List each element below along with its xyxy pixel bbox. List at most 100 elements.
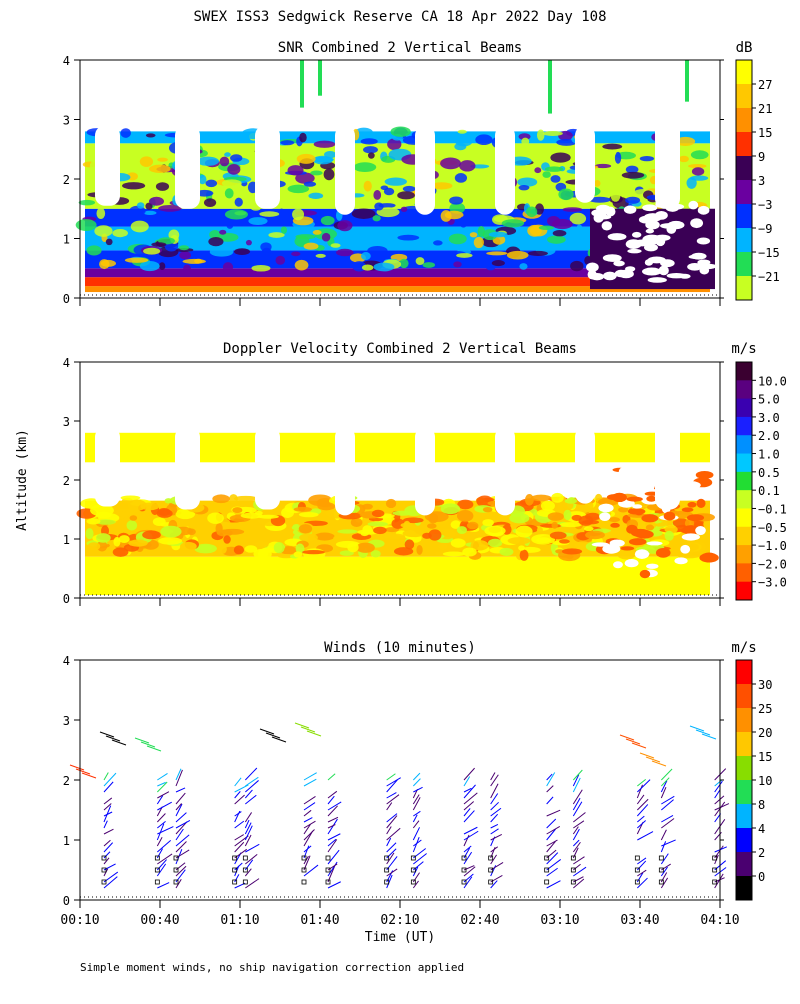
snr-cell <box>430 182 453 190</box>
snr-missing-data <box>575 125 595 203</box>
snr-hole <box>631 231 642 238</box>
doppler-hole <box>599 512 611 521</box>
wind-barb <box>303 820 316 829</box>
wind-barb-upper <box>645 756 661 763</box>
snr-cell <box>518 184 530 191</box>
wind-barb <box>245 854 258 865</box>
snr-cell <box>542 130 563 136</box>
snr-cell <box>444 175 453 180</box>
snr-cell <box>457 129 467 134</box>
doppler-cell <box>157 507 171 516</box>
doppler-cell <box>438 542 448 550</box>
wind-barb <box>327 790 338 799</box>
doppler-cell <box>482 506 493 513</box>
doppler-hole <box>695 470 714 479</box>
wind-barb <box>303 802 316 811</box>
wind-barb <box>245 780 259 793</box>
doppler-cell <box>314 532 335 541</box>
doppler-colorbar-label: 10.0 <box>758 374 787 388</box>
doppler-cell <box>440 503 461 515</box>
doppler-cell <box>450 538 466 548</box>
wind-barb <box>157 853 173 865</box>
wind-barb <box>661 814 674 823</box>
snr-cell <box>555 200 563 206</box>
snr-hole <box>643 243 658 252</box>
doppler-hole <box>646 563 659 569</box>
doppler-cell <box>442 551 465 557</box>
doppler-colorbar-label: −0.1 <box>758 502 787 516</box>
calm-wind-marker <box>242 879 248 885</box>
doppler-missing-data <box>415 426 435 516</box>
winds-ytick-label: 2 <box>63 774 70 788</box>
winds-colorbar-label: 10 <box>758 774 772 788</box>
wind-barb <box>234 791 241 799</box>
doppler-cell <box>281 507 294 518</box>
doppler-cell <box>293 506 312 512</box>
wind-barb <box>327 805 338 817</box>
wind-barb <box>327 849 340 865</box>
wind-barb <box>573 863 581 871</box>
wind-barb-upper <box>265 732 281 739</box>
wind-barb <box>660 841 667 853</box>
wind-barb <box>636 798 649 811</box>
calm-wind-marker <box>173 879 179 885</box>
wind-barb <box>303 796 316 805</box>
wind-barb <box>490 783 499 799</box>
wind-barb <box>234 834 244 841</box>
wind-barb <box>490 801 499 811</box>
doppler-hole <box>605 471 619 479</box>
doppler-ytick-label: 1 <box>63 533 70 547</box>
winds-plot-area <box>69 722 730 889</box>
wind-barb <box>463 834 470 847</box>
wind-barb <box>386 815 398 829</box>
doppler-cell <box>233 545 245 555</box>
snr-colorbar-label: 21 <box>758 102 772 116</box>
doppler-ytick-label: 4 <box>63 356 70 370</box>
doppler-cell <box>549 531 567 540</box>
wind-barb <box>327 833 341 841</box>
snr-cell <box>372 215 381 222</box>
doppler-cell <box>96 540 108 552</box>
wind-barb <box>714 873 724 889</box>
doppler-cell <box>551 492 564 503</box>
snr-cell <box>440 157 461 170</box>
snr-cell <box>690 150 709 160</box>
snr-x-axis <box>79 298 721 306</box>
winds-xtick-label: 02:10 <box>380 913 419 928</box>
doppler-cell <box>158 537 183 545</box>
doppler-cell <box>117 511 130 518</box>
snr-cell <box>251 264 271 272</box>
snr-cell <box>296 153 316 164</box>
doppler-cell <box>571 514 583 521</box>
calm-wind-marker <box>634 855 640 861</box>
snr-cell <box>397 191 415 200</box>
doppler-cell <box>450 520 462 529</box>
snr-cell <box>527 250 548 256</box>
winds-title: Winds (10 minutes) <box>324 640 476 656</box>
doppler-colorbar-swatch <box>736 526 752 546</box>
wind-barb <box>386 779 398 793</box>
snr-cell <box>456 253 473 258</box>
snr-cell <box>542 171 551 178</box>
wind-barb <box>572 797 581 811</box>
wind-barb <box>573 878 585 889</box>
snr-ytick-label: 2 <box>63 173 70 187</box>
calm-wind-marker <box>325 855 331 861</box>
wind-barb <box>637 869 647 877</box>
snr-colorbar-label: −21 <box>758 270 780 284</box>
wind-barb-upper <box>701 733 717 740</box>
wind-barb <box>714 846 728 853</box>
wind-barb <box>636 794 645 805</box>
snr-ytick-label: 0 <box>63 292 70 306</box>
wind-barb <box>103 839 111 847</box>
wind-barb <box>463 810 475 823</box>
doppler-colorbar-label: 2.0 <box>758 429 780 443</box>
doppler-cell <box>333 535 343 543</box>
snr-cell <box>208 237 224 247</box>
doppler-hole <box>646 495 657 502</box>
snr-hole <box>641 267 662 276</box>
snr-cell <box>234 248 251 255</box>
wind-barb <box>327 816 339 823</box>
snr-cell <box>547 235 566 244</box>
